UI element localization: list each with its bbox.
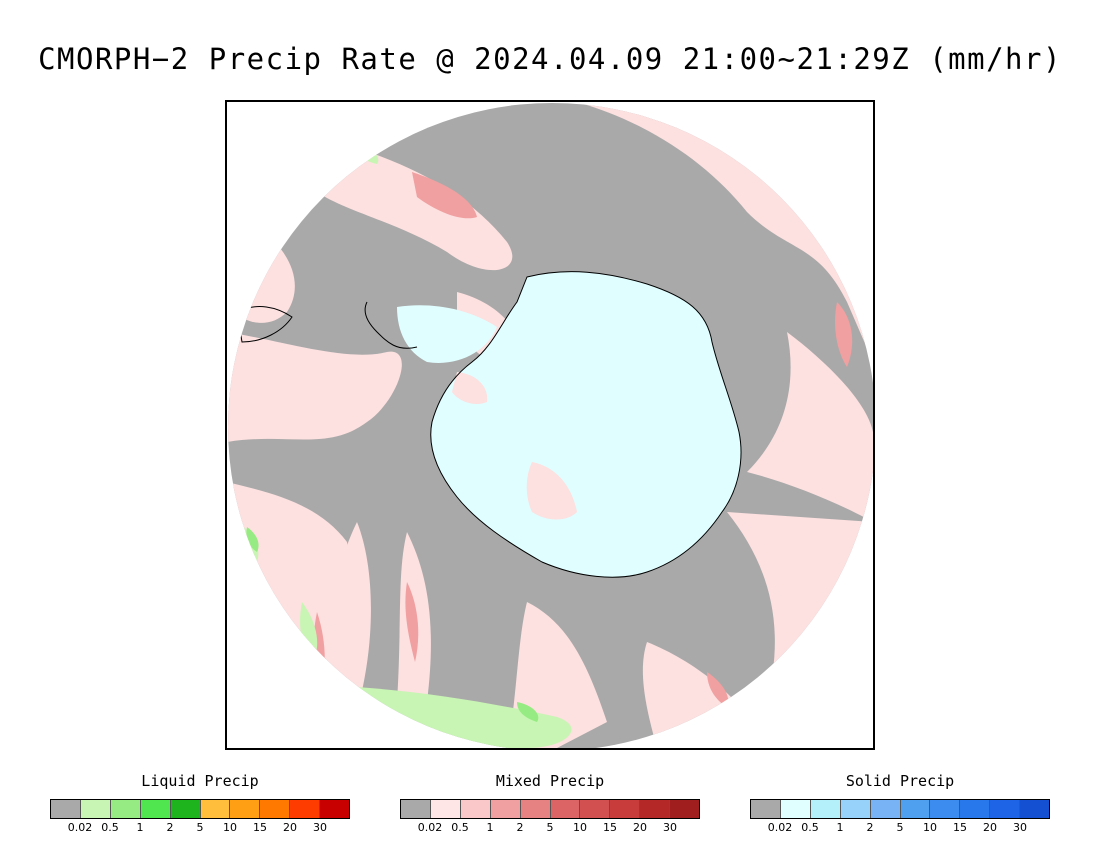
legend-swatch xyxy=(51,800,81,818)
legend-title: Solid Precip xyxy=(845,772,955,790)
legend-swatch xyxy=(110,800,141,818)
antarctica-coastline xyxy=(430,271,742,578)
legend-swatch xyxy=(260,800,291,818)
legend-tick-label: 2 xyxy=(516,821,524,834)
legend-title: Mixed Precip xyxy=(495,772,605,790)
legend-tick-label: 10 xyxy=(573,821,587,834)
legend-swatch xyxy=(401,800,431,818)
legend-swatch xyxy=(1020,800,1050,818)
legend-tick-label: 10 xyxy=(223,821,237,834)
south-america-tip xyxy=(236,306,293,343)
legend-colorbar xyxy=(400,799,700,819)
legend-tick-label: 1 xyxy=(136,821,144,834)
legend-tick-label: 1 xyxy=(836,821,844,834)
legend-swatch xyxy=(520,800,551,818)
map-title: CMORPH−2 Precip Rate @ 2024.04.09 21:00~… xyxy=(38,42,1062,76)
antarctic-peninsula-coastline xyxy=(364,301,418,349)
antarctica-ice xyxy=(397,271,742,578)
legend-tick-label: 1 xyxy=(486,821,494,834)
weddell-sea-precip xyxy=(452,372,488,404)
legend-tick-label: 2 xyxy=(866,821,874,834)
legend-tick-label: 30 xyxy=(313,821,327,834)
legend-tick-label: 30 xyxy=(663,821,677,834)
legend-tick-label: 20 xyxy=(983,821,997,834)
legend-swatch xyxy=(80,800,111,818)
legend-swatch xyxy=(580,800,611,818)
legend-swatch xyxy=(751,800,781,818)
legend-swatch xyxy=(140,800,171,818)
legend-swatch xyxy=(930,800,961,818)
legend-swatch xyxy=(550,800,581,818)
legend-swatch xyxy=(990,800,1021,818)
legend-swatch xyxy=(230,800,261,818)
legend-tick-label: 0.02 xyxy=(67,821,93,834)
legend-tick-label: 2 xyxy=(166,821,174,834)
legend-solid-precip: Solid Precip 0.02 0.5 1 2 5 10 15 20 30 xyxy=(750,772,1050,835)
legend-swatch xyxy=(870,800,901,818)
legend-tick-label: 10 xyxy=(923,821,937,834)
legend-swatch xyxy=(900,800,931,818)
legend-tick-label: 5 xyxy=(896,821,904,834)
legend-colorbar xyxy=(50,799,350,819)
legend-tick-label: 5 xyxy=(196,821,204,834)
legend-tick-label: 30 xyxy=(1013,821,1027,834)
legend-liquid-precip: Liquid Precip 0.02 0.5 1 2 5 10 15 20 30 xyxy=(50,772,350,835)
legend-swatch xyxy=(810,800,841,818)
legend-ticks: 0.02 0.5 1 2 5 10 15 20 30 xyxy=(400,821,700,835)
legend-swatch xyxy=(840,800,871,818)
legend-tick-label: 15 xyxy=(953,821,967,834)
legend-title: Liquid Precip xyxy=(141,772,259,790)
polar-precip-map xyxy=(228,103,873,748)
legend-swatch xyxy=(780,800,811,818)
legend-tick-label: 5 xyxy=(546,821,554,834)
legend-mixed-precip: Mixed Precip 0.02 0.5 1 2 5 10 15 20 30 xyxy=(400,772,700,835)
legend-ticks: 0.02 0.5 1 2 5 10 15 20 30 xyxy=(50,821,350,835)
legend-tick-label: 0.02 xyxy=(767,821,793,834)
legend-swatch xyxy=(640,800,671,818)
legend-tick-label: 15 xyxy=(253,821,267,834)
legend-swatch xyxy=(670,800,700,818)
legend-swatch xyxy=(170,800,201,818)
legend-tick-label: 15 xyxy=(603,821,617,834)
legend-swatch xyxy=(320,800,350,818)
moderate-liquid-precip xyxy=(246,527,539,722)
legend-ticks: 0.02 0.5 1 2 5 10 15 20 30 xyxy=(750,821,1050,835)
legend-tick-label: 20 xyxy=(633,821,647,834)
legend-colorbar xyxy=(750,799,1050,819)
legend-swatch xyxy=(490,800,521,818)
legend-tick-label: 0.5 xyxy=(101,821,119,834)
legend-swatch xyxy=(610,800,641,818)
legend-swatch xyxy=(960,800,991,818)
legend-tick-label: 0.5 xyxy=(451,821,469,834)
legend-tick-label: 0.5 xyxy=(801,821,819,834)
map-frame xyxy=(225,100,875,750)
legend-swatch xyxy=(430,800,461,818)
legend-tick-label: 0.02 xyxy=(417,821,443,834)
ross-sea-precip xyxy=(526,462,577,520)
legend-swatch xyxy=(460,800,491,818)
legend-tick-label: 20 xyxy=(283,821,297,834)
legend-swatch xyxy=(290,800,321,818)
legend-swatch xyxy=(200,800,231,818)
